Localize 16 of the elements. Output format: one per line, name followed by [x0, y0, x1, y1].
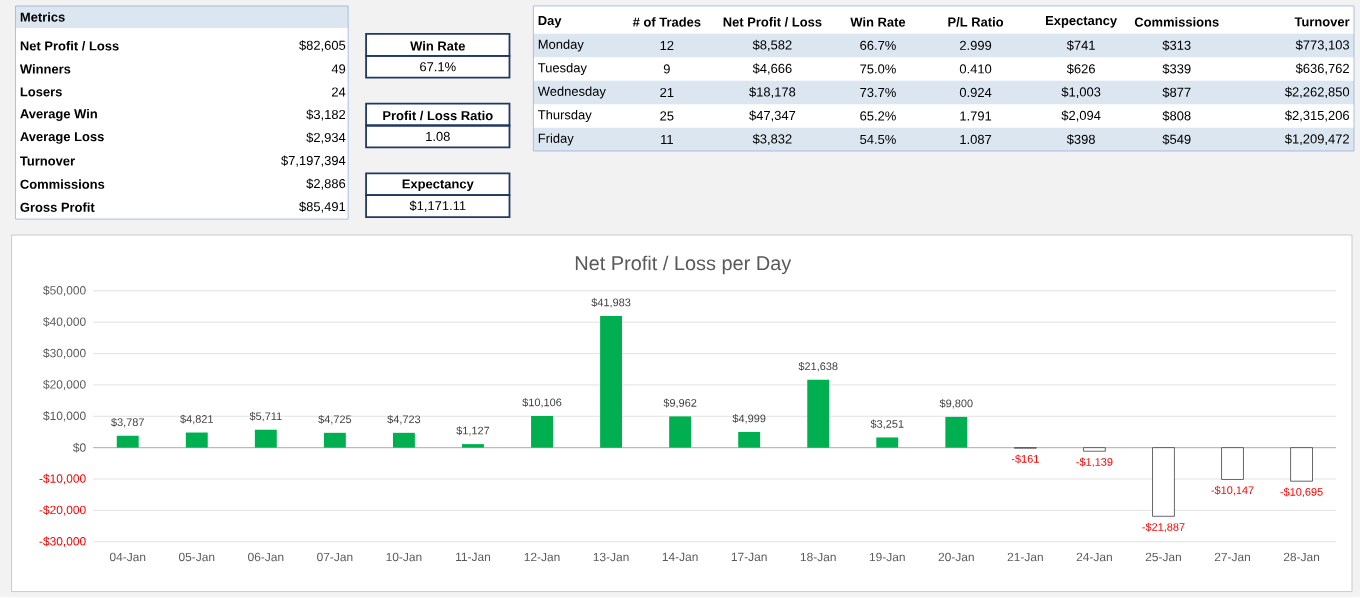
bar	[531, 416, 553, 448]
bar	[876, 437, 899, 448]
bar	[323, 433, 346, 448]
bar	[254, 429, 277, 448]
bar	[945, 417, 968, 448]
bar	[1290, 447, 1313, 482]
bar	[1152, 447, 1175, 517]
bar	[185, 432, 208, 448]
bar	[738, 432, 761, 448]
chart-title: Net Profit / Loss per Day	[575, 255, 792, 275]
bar	[807, 379, 830, 448]
bar	[1221, 447, 1244, 481]
bar	[116, 435, 139, 448]
bar	[600, 316, 623, 448]
bar	[669, 416, 692, 448]
bar	[392, 433, 415, 448]
